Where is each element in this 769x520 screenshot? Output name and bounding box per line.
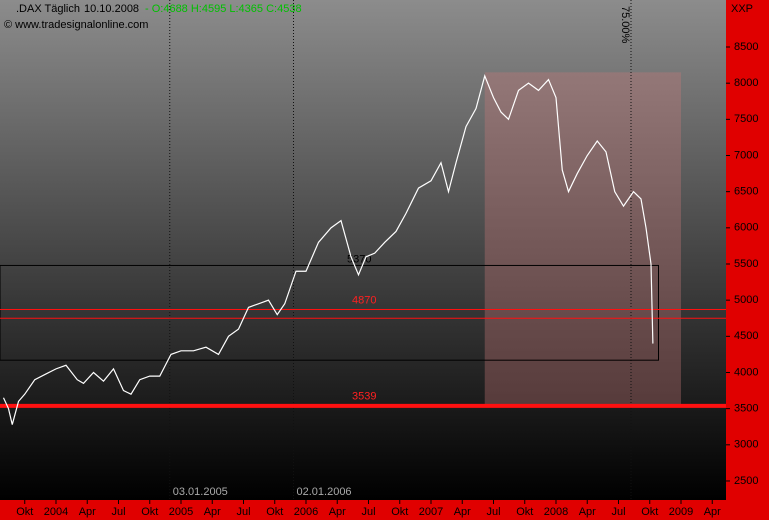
x-tick-label: Okt <box>16 506 33 518</box>
x-tick-label: Jul <box>486 506 500 518</box>
zone <box>484 72 681 406</box>
y-tick-label: 4000 <box>734 366 758 378</box>
x-tick-label: Jul <box>111 506 125 518</box>
price-line <box>2 74 654 425</box>
y-tick-label: 6500 <box>734 186 758 198</box>
chart-title: .DAX Täglich <box>16 3 80 15</box>
x-tick-label: Jul <box>611 506 625 518</box>
marker-label: 75.00% <box>619 6 631 44</box>
x-tick-label: Okt <box>391 506 408 518</box>
chart-quote: - O:4688 H:4595 L:4365 C:4538 <box>145 3 302 15</box>
plot-background <box>0 0 726 500</box>
x-axis-strip <box>0 500 769 520</box>
y-tick-label: 8500 <box>734 41 758 53</box>
x-tick-label: 2004 <box>44 506 68 518</box>
x-tick-label: Apr <box>204 506 221 518</box>
y-tick-label: 5500 <box>734 258 758 270</box>
y-tick-label: 6000 <box>734 222 758 234</box>
level-label: 4870 <box>352 294 376 306</box>
y-tick-label: 8000 <box>734 77 758 89</box>
y-tick-label: 3000 <box>734 439 758 451</box>
x-tick-label: 2005 <box>169 506 193 518</box>
x-tick-label: Apr <box>579 506 596 518</box>
y-tick-label: 5000 <box>734 294 758 306</box>
y-axis-label: XXP <box>731 3 753 15</box>
level-label: 3539 <box>352 391 376 403</box>
y-tick-label: 4500 <box>734 330 758 342</box>
credit: © www.tradesignalonline.com <box>4 19 148 31</box>
x-tick-label: Okt <box>641 506 658 518</box>
box <box>0 264 659 361</box>
x-tick-label: Okt <box>141 506 158 518</box>
marker-label: 03.01.2005 <box>173 486 228 498</box>
x-tick-label: 2007 <box>419 506 443 518</box>
marker-label: 02.01.2006 <box>297 486 352 498</box>
x-tick-label: Apr <box>704 506 721 518</box>
x-tick-label: 2008 <box>544 506 568 518</box>
x-tick-label: Jul <box>361 506 375 518</box>
x-tick-label: Jul <box>236 506 250 518</box>
x-tick-label: 2009 <box>669 506 693 518</box>
chart-date: 10.10.2008 <box>84 3 139 15</box>
x-tick-label: Apr <box>79 506 96 518</box>
y-tick-label: 3500 <box>734 403 758 415</box>
x-tick-label: Apr <box>454 506 471 518</box>
x-tick-label: Apr <box>329 506 346 518</box>
y-tick-label: 7500 <box>734 113 758 125</box>
x-tick-label: 2006 <box>294 506 318 518</box>
y-tick-label: 7000 <box>734 149 758 161</box>
x-tick-label: Okt <box>516 506 533 518</box>
x-tick-label: Okt <box>266 506 283 518</box>
y-tick-label: 2500 <box>734 475 758 487</box>
y-axis-strip <box>726 0 769 520</box>
